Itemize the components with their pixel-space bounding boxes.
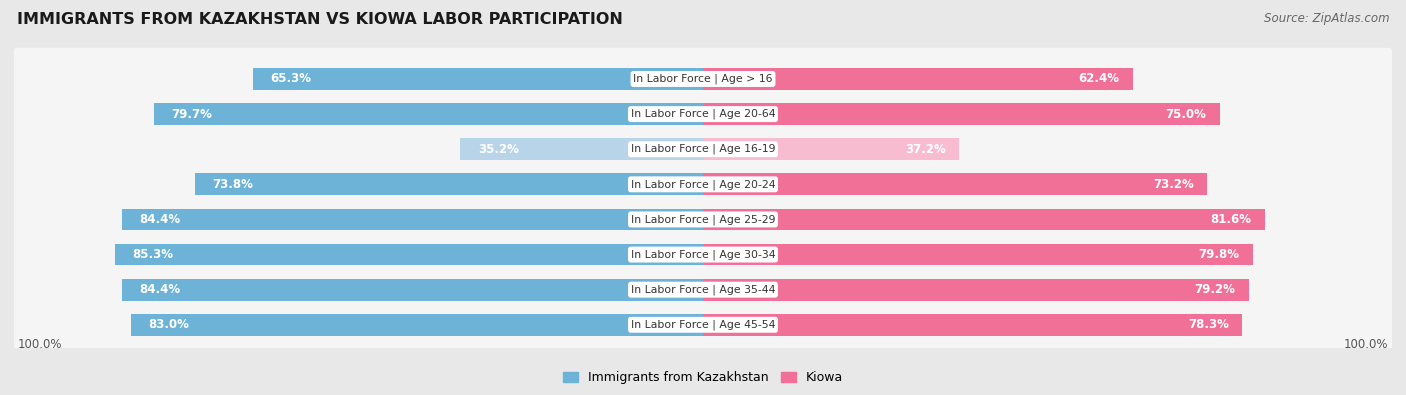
Text: 84.4%: 84.4% bbox=[139, 213, 180, 226]
Text: In Labor Force | Age > 16: In Labor Force | Age > 16 bbox=[633, 74, 773, 84]
FancyBboxPatch shape bbox=[13, 83, 1393, 146]
Text: In Labor Force | Age 30-34: In Labor Force | Age 30-34 bbox=[631, 249, 775, 260]
Bar bbox=[703, 173, 1208, 195]
Text: 83.0%: 83.0% bbox=[149, 318, 190, 331]
Text: 37.2%: 37.2% bbox=[904, 143, 945, 156]
Text: 73.8%: 73.8% bbox=[212, 178, 253, 191]
FancyBboxPatch shape bbox=[13, 223, 1393, 288]
Text: 73.2%: 73.2% bbox=[1153, 178, 1194, 191]
FancyBboxPatch shape bbox=[13, 83, 1393, 148]
FancyBboxPatch shape bbox=[13, 293, 1393, 357]
Text: 79.7%: 79.7% bbox=[172, 107, 212, 120]
Bar bbox=[703, 103, 1219, 125]
Text: 79.2%: 79.2% bbox=[1194, 283, 1234, 296]
Text: In Labor Force | Age 35-44: In Labor Force | Age 35-44 bbox=[631, 284, 775, 295]
Text: 65.3%: 65.3% bbox=[270, 73, 311, 85]
Text: 100.0%: 100.0% bbox=[17, 338, 62, 351]
Text: 79.8%: 79.8% bbox=[1198, 248, 1239, 261]
FancyBboxPatch shape bbox=[13, 153, 1393, 218]
Text: 100.0%: 100.0% bbox=[1344, 338, 1389, 351]
Text: 78.3%: 78.3% bbox=[1188, 318, 1229, 331]
FancyBboxPatch shape bbox=[13, 47, 1393, 113]
FancyBboxPatch shape bbox=[13, 153, 1393, 216]
Bar bbox=[703, 314, 1243, 336]
Text: In Labor Force | Age 25-29: In Labor Force | Age 25-29 bbox=[631, 214, 775, 225]
Text: In Labor Force | Age 45-54: In Labor Force | Age 45-54 bbox=[631, 320, 775, 330]
Bar bbox=[131, 314, 703, 336]
Bar bbox=[121, 209, 703, 230]
Bar bbox=[703, 209, 1265, 230]
Bar bbox=[703, 68, 1133, 90]
FancyBboxPatch shape bbox=[13, 258, 1393, 323]
FancyBboxPatch shape bbox=[13, 118, 1393, 183]
Text: 62.4%: 62.4% bbox=[1078, 73, 1119, 85]
Legend: Immigrants from Kazakhstan, Kiowa: Immigrants from Kazakhstan, Kiowa bbox=[558, 367, 848, 389]
Text: 85.3%: 85.3% bbox=[132, 248, 173, 261]
Bar bbox=[115, 244, 703, 265]
Text: 75.0%: 75.0% bbox=[1166, 107, 1206, 120]
FancyBboxPatch shape bbox=[13, 258, 1393, 322]
FancyBboxPatch shape bbox=[13, 293, 1393, 358]
Text: IMMIGRANTS FROM KAZAKHSTAN VS KIOWA LABOR PARTICIPATION: IMMIGRANTS FROM KAZAKHSTAN VS KIOWA LABO… bbox=[17, 12, 623, 27]
Text: 81.6%: 81.6% bbox=[1211, 213, 1251, 226]
FancyBboxPatch shape bbox=[13, 188, 1393, 252]
Text: Source: ZipAtlas.com: Source: ZipAtlas.com bbox=[1264, 12, 1389, 25]
Bar bbox=[121, 279, 703, 301]
Text: 84.4%: 84.4% bbox=[139, 283, 180, 296]
Bar bbox=[253, 68, 703, 90]
FancyBboxPatch shape bbox=[13, 118, 1393, 181]
Text: In Labor Force | Age 20-24: In Labor Force | Age 20-24 bbox=[631, 179, 775, 190]
Text: 35.2%: 35.2% bbox=[478, 143, 519, 156]
Bar bbox=[153, 103, 703, 125]
FancyBboxPatch shape bbox=[13, 188, 1393, 253]
FancyBboxPatch shape bbox=[13, 47, 1393, 111]
Bar bbox=[703, 279, 1249, 301]
Bar bbox=[703, 138, 959, 160]
Bar bbox=[703, 244, 1253, 265]
Bar bbox=[194, 173, 703, 195]
Bar bbox=[461, 138, 703, 160]
Text: In Labor Force | Age 20-64: In Labor Force | Age 20-64 bbox=[631, 109, 775, 119]
Text: In Labor Force | Age 16-19: In Labor Force | Age 16-19 bbox=[631, 144, 775, 154]
FancyBboxPatch shape bbox=[13, 223, 1393, 287]
